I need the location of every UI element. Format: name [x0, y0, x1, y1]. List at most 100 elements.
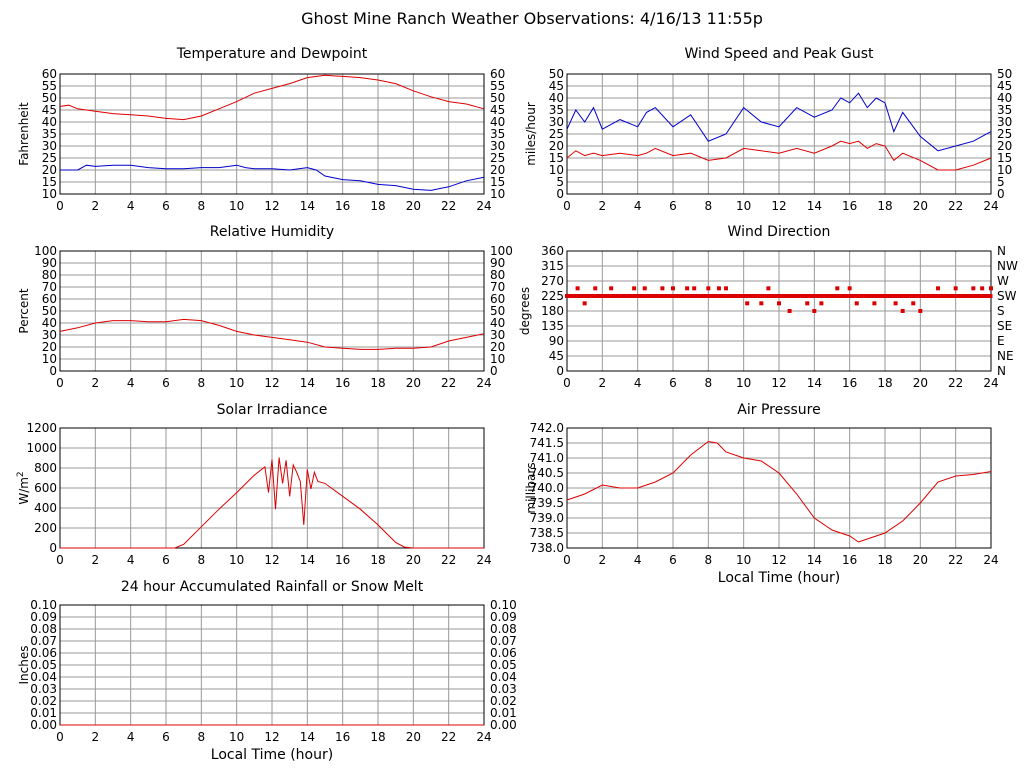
x-tick-label: 20 — [913, 376, 928, 390]
right-tick-label: 10 — [490, 187, 505, 201]
right-tick-label: 0 — [490, 364, 498, 378]
right-tick-label: 60 — [490, 67, 505, 81]
wind-direction-point — [586, 294, 590, 298]
right-tick-label: 40 — [997, 91, 1012, 105]
y-tick-label: 738.0 — [530, 541, 564, 555]
wind-direction-point — [924, 294, 928, 298]
wind-direction-point — [835, 294, 839, 298]
wind-direction-point — [798, 294, 802, 298]
right-tick-label: 80 — [490, 268, 505, 282]
wind-direction-point — [832, 294, 836, 298]
x-tick-label: 8 — [198, 376, 206, 390]
right-tick-label: 45 — [997, 79, 1012, 93]
peak-gust-series-line — [566, 92, 992, 152]
right-tick-label: 15 — [490, 175, 505, 189]
wind-direction-point — [683, 294, 687, 298]
x-tick-label: 6 — [162, 553, 170, 567]
wind-direction-point — [911, 301, 916, 306]
wind-direction-point — [775, 294, 779, 298]
x-tick-label: 24 — [476, 376, 491, 390]
x-tick-label: 8 — [705, 553, 713, 567]
x-tick-label: 4 — [634, 199, 642, 213]
x-tick-label: 2 — [599, 199, 607, 213]
wind-direction-point — [800, 294, 804, 298]
wind-direction-point — [934, 294, 938, 298]
wind-direction-point — [777, 294, 781, 298]
wind-direction-point — [897, 294, 901, 298]
wind-direction-point — [763, 294, 767, 298]
plot-frame — [59, 73, 485, 195]
y-tick-label: 741.5 — [530, 436, 564, 450]
x-tick-label: 16 — [842, 553, 857, 567]
y-tick-label: 180 — [541, 304, 564, 318]
wind-direction-point — [796, 294, 800, 298]
x-tick-label: 14 — [807, 199, 822, 213]
wind-direction-point — [720, 294, 724, 298]
x-tick-label: 16 — [842, 199, 857, 213]
y-tick-label: 50 — [42, 91, 57, 105]
x-tick-label: 0 — [56, 199, 64, 213]
right-tick-label: 20 — [490, 163, 505, 177]
x-tick-label: 8 — [705, 376, 713, 390]
x-tick-label: 0 — [563, 199, 571, 213]
y-axis-label: millibars — [524, 462, 538, 513]
wind-direction-point — [883, 294, 887, 298]
wind-direction-point — [650, 294, 654, 298]
right-tick-label: 50 — [490, 304, 505, 318]
wind-direction-point — [825, 294, 829, 298]
x-tick-label: 6 — [669, 553, 677, 567]
wind-direction-point — [906, 294, 910, 298]
plot-frame — [566, 427, 992, 549]
x-tick-label: 0 — [56, 730, 64, 744]
wind-direction-point — [904, 294, 908, 298]
wind-direction-point — [565, 294, 569, 298]
relative-humidity-series-line — [59, 318, 485, 350]
wind-direction-point — [867, 294, 871, 298]
x-tick-label: 4 — [127, 376, 135, 390]
wind-direction-point — [675, 294, 679, 298]
wind-direction-point — [954, 294, 958, 298]
right-tick-label: 35 — [997, 103, 1012, 117]
x-tick-label: 10 — [736, 199, 751, 213]
wind-direction-point — [849, 294, 853, 298]
wind-direction-point — [816, 294, 820, 298]
wind-direction-point — [645, 294, 648, 298]
wind-direction-point — [570, 294, 574, 298]
wind-direction-point — [805, 301, 810, 306]
wind-direction-point — [759, 301, 764, 306]
x-axis-label: Local Time (hour) — [211, 747, 333, 763]
wind-direction-point — [595, 294, 599, 298]
wind-direction-point — [667, 294, 671, 298]
wind-direction-point — [705, 294, 709, 298]
wind-direction-point — [802, 294, 806, 298]
y-tick-label: 740.5 — [530, 466, 564, 480]
right-tick-label: 25 — [997, 127, 1012, 141]
y-axis-label: Fahrenheit — [17, 102, 31, 166]
wind-direction-point — [745, 301, 750, 306]
right-tick-label: 0.04 — [490, 670, 517, 684]
wind-direction-point — [984, 294, 988, 298]
wind-direction-point — [953, 286, 958, 291]
y-tick-label: 90 — [42, 256, 57, 270]
wind-direction-point — [881, 294, 885, 298]
y-axis-label: degrees — [518, 287, 532, 335]
wind-direction-point — [690, 294, 694, 298]
wind-direction-point — [819, 294, 823, 298]
wind-direction-point — [982, 294, 986, 298]
wind-direction-point — [839, 294, 843, 298]
wind-direction-point — [885, 294, 889, 298]
y-tick-label: 800 — [34, 461, 57, 475]
y-tick-label: 30 — [42, 139, 57, 153]
wind-direction-point — [733, 294, 737, 298]
wind-direction-point — [759, 294, 763, 298]
wind-direction-point — [847, 286, 852, 291]
right-tick-label: 35 — [490, 127, 505, 141]
wind-direction-point — [623, 294, 627, 298]
wind-direction-point — [779, 294, 783, 298]
x-tick-label: 8 — [198, 553, 206, 567]
y-tick-label: 738.5 — [530, 526, 564, 540]
wind-direction-point — [572, 294, 576, 298]
right-tick-label: 0.05 — [490, 658, 517, 672]
wind-direction-point — [851, 294, 855, 298]
wind-direction-point — [597, 294, 601, 298]
